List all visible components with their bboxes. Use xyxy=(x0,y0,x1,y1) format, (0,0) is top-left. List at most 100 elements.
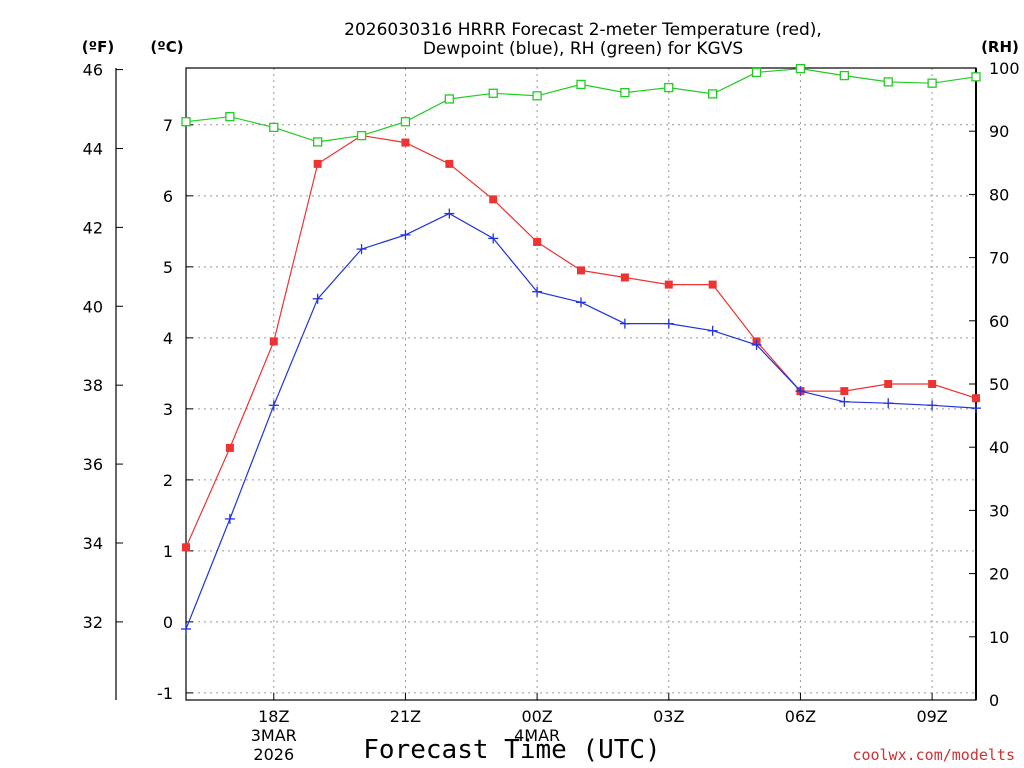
celsius-tick-label: 7 xyxy=(163,116,173,135)
rh-point xyxy=(576,79,586,90)
rh-tick-label: 20 xyxy=(989,565,1009,584)
rh-point xyxy=(664,82,674,93)
dewpoint-point xyxy=(795,386,806,397)
axis-ticks: 3234363840424446-10123456701020304050607… xyxy=(83,59,1020,764)
fahrenheit-tick-label: 46 xyxy=(83,61,103,80)
celsius-tick-label: 0 xyxy=(163,613,173,632)
dewpoint-point xyxy=(312,293,323,304)
rh-tick-label: 60 xyxy=(989,312,1009,331)
temperature-line xyxy=(185,134,977,548)
x-tick-label: 06Z xyxy=(785,707,816,726)
temperature-point xyxy=(489,195,498,204)
dewpoint-point xyxy=(356,244,367,255)
rh-point xyxy=(356,130,367,141)
temperature-point xyxy=(620,273,629,282)
temperature-point xyxy=(313,159,322,168)
temperature-point xyxy=(664,280,673,289)
celsius-unit-label: (ºC) xyxy=(150,38,183,56)
x-tick-sublabel: 4MAR xyxy=(514,726,560,745)
rh-tick-label: 100 xyxy=(989,59,1020,78)
fahrenheit-tick-label: 38 xyxy=(83,376,103,395)
rh-tick-label: 30 xyxy=(989,501,1009,520)
rh-point xyxy=(620,87,630,98)
dewpoint-point xyxy=(927,400,938,411)
fahrenheit-tick-label: 44 xyxy=(83,139,103,158)
rh-point xyxy=(313,137,323,147)
temperature-point xyxy=(533,237,542,246)
rh-tick-label: 70 xyxy=(989,249,1009,268)
fahrenheit-tick-label: 36 xyxy=(83,455,103,474)
rh-tick-label: 10 xyxy=(989,628,1009,647)
rh-tick-label: 50 xyxy=(989,375,1009,394)
x-tick-label: 21Z xyxy=(390,707,421,726)
x-tick-label: 03Z xyxy=(653,707,684,726)
dewpoint-point xyxy=(224,513,235,524)
dewpoint-point xyxy=(839,396,850,407)
rh-point xyxy=(225,112,235,122)
rh-point xyxy=(839,70,849,81)
data-series xyxy=(181,63,981,634)
plot-frame xyxy=(185,67,977,701)
x-tick-sublabel: 2026 xyxy=(253,745,294,764)
rh-unit-label: (RH) xyxy=(981,38,1019,56)
rh-point xyxy=(927,78,937,88)
dewpoint-point xyxy=(268,400,279,411)
rh-tick-label: 90 xyxy=(989,122,1009,141)
fahrenheit-unit-label: (ºF) xyxy=(82,38,114,56)
dewpoint-point xyxy=(400,229,411,240)
temperature-point xyxy=(884,380,893,388)
celsius-tick-label: -1 xyxy=(157,684,173,703)
fahrenheit-tick-label: 34 xyxy=(83,534,103,553)
temperature-point xyxy=(182,543,190,552)
chart-title-line1: 2026030316 HRRR Forecast 2-meter Tempera… xyxy=(344,20,822,40)
temperature-point xyxy=(972,394,980,403)
temperature-point xyxy=(840,387,849,396)
x-tick-label: 18Z xyxy=(258,707,289,726)
rh-point xyxy=(883,77,893,87)
rh-point xyxy=(488,88,498,98)
dewpoint-line xyxy=(185,212,977,630)
dewpoint-point xyxy=(883,398,894,409)
rh-tick-label: 80 xyxy=(989,185,1009,204)
x-tick-label: 09Z xyxy=(916,707,947,726)
celsius-tick-label: 4 xyxy=(163,329,173,348)
temperature-point xyxy=(708,280,717,289)
fahrenheit-tick-label: 40 xyxy=(83,297,103,316)
temperature-point xyxy=(225,443,234,452)
x-tick-label: 00Z xyxy=(521,707,552,726)
dewpoint-point xyxy=(751,339,762,350)
dewpoint-point xyxy=(619,318,630,329)
rh-point xyxy=(795,63,806,74)
celsius-tick-label: 1 xyxy=(163,542,173,561)
axes xyxy=(115,67,977,701)
rh-point xyxy=(708,89,718,99)
celsius-tick-label: 6 xyxy=(163,187,173,206)
celsius-tick-label: 2 xyxy=(163,471,173,490)
temperature-point xyxy=(269,337,278,346)
dewpoint-point xyxy=(576,297,586,308)
temperature-point xyxy=(928,380,937,388)
rh-point xyxy=(181,117,191,127)
rh-point xyxy=(532,91,542,101)
celsius-tick-label: 5 xyxy=(163,258,173,277)
temperature-point xyxy=(577,266,585,275)
fahrenheit-tick-label: 32 xyxy=(83,613,103,632)
rh-tick-label: 0 xyxy=(989,691,999,710)
fahrenheit-tick-label: 42 xyxy=(83,218,103,237)
x-tick-sublabel: 3MAR xyxy=(251,726,297,745)
source-watermark: coolwx.com/modelts xyxy=(852,746,1015,764)
temperature-point xyxy=(445,159,454,168)
rh-line xyxy=(185,67,977,143)
chart-title-line2: Dewpoint (blue), RH (green) for KGVS xyxy=(423,39,743,59)
rh-tick-label: 40 xyxy=(989,438,1009,457)
rh-point xyxy=(269,122,279,133)
dewpoint-point xyxy=(181,623,191,634)
rh-point xyxy=(400,117,411,127)
celsius-tick-label: 3 xyxy=(163,400,173,419)
dewpoint-point xyxy=(971,403,981,414)
dewpoint-point xyxy=(707,325,718,336)
dewpoint-point xyxy=(444,208,455,219)
temperature-point xyxy=(401,138,410,147)
x-axis-title: Forecast Time (UTC) xyxy=(363,735,660,765)
